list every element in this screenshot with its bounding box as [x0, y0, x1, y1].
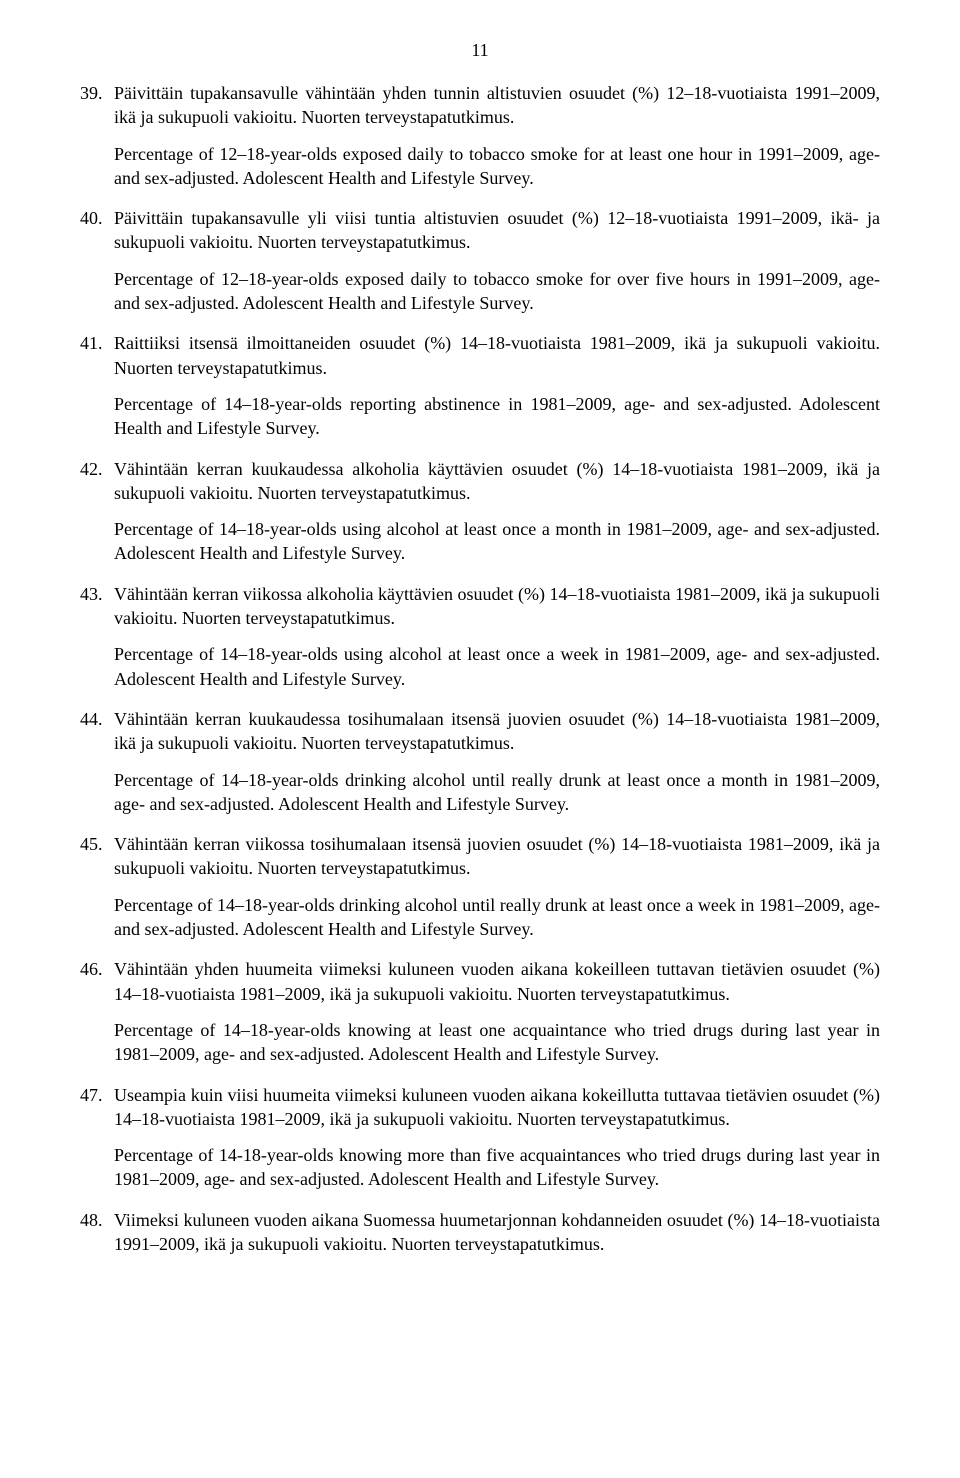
item-text-en: Percentage of 12–18-year-olds exposed da…	[114, 142, 880, 191]
item-number: 40.	[80, 206, 110, 230]
list-item: 39. Päivittäin tupakansavulle vähintään …	[80, 81, 880, 190]
item-body: Raittiiksi itsensä ilmoittaneiden osuude…	[114, 331, 880, 440]
item-text-en: Percentage of 14–18-year-olds reporting …	[114, 392, 880, 441]
item-number: 44.	[80, 707, 110, 731]
item-text-en: Percentage of 14–18-year-olds using alco…	[114, 642, 880, 691]
item-body: Päivittäin tupakansavulle yli viisi tunt…	[114, 206, 880, 315]
list-item: 45. Vähintään kerran viikossa tosihumala…	[80, 832, 880, 941]
document-page: 11 39. Päivittäin tupakansavulle vähintä…	[0, 0, 960, 1312]
list-item: 42. Vähintään kerran kuukaudessa alkohol…	[80, 457, 880, 566]
list-item: 41. Raittiiksi itsensä ilmoittaneiden os…	[80, 331, 880, 440]
item-body: Vähintään kerran kuukaudessa tosihumalaa…	[114, 707, 880, 816]
item-body: Vähintään yhden huumeita viimeksi kulune…	[114, 957, 880, 1066]
page-number: 11	[80, 40, 880, 61]
item-text-fi: Vähintään kerran kuukaudessa alkoholia k…	[114, 457, 880, 506]
item-text-fi: Päivittäin tupakansavulle vähintään yhde…	[114, 81, 880, 130]
item-number: 48.	[80, 1208, 110, 1232]
item-text-fi: Vähintään kerran kuukaudessa tosihumalaa…	[114, 707, 880, 756]
item-body: Vähintään kerran kuukaudessa alkoholia k…	[114, 457, 880, 566]
item-text-en: Percentage of 14–18-year-olds using alco…	[114, 517, 880, 566]
list-item: 40. Päivittäin tupakansavulle yli viisi …	[80, 206, 880, 315]
item-text-en: Percentage of 14-18-year-olds knowing mo…	[114, 1143, 880, 1192]
item-text-en: Percentage of 12–18-year-olds exposed da…	[114, 267, 880, 316]
item-number: 46.	[80, 957, 110, 981]
item-number: 41.	[80, 331, 110, 355]
item-body: Viimeksi kuluneen vuoden aikana Suomessa…	[114, 1208, 880, 1257]
list-item: 46. Vähintään yhden huumeita viimeksi ku…	[80, 957, 880, 1066]
item-text-fi: Päivittäin tupakansavulle yli viisi tunt…	[114, 206, 880, 255]
item-number: 43.	[80, 582, 110, 606]
item-body: Vähintään kerran viikossa alkoholia käyt…	[114, 582, 880, 691]
item-text-fi: Useampia kuin viisi huumeita viimeksi ku…	[114, 1083, 880, 1132]
item-number: 42.	[80, 457, 110, 481]
item-body: Päivittäin tupakansavulle vähintään yhde…	[114, 81, 880, 190]
list-item: 48. Viimeksi kuluneen vuoden aikana Suom…	[80, 1208, 880, 1257]
item-text-fi: Vähintään kerran viikossa alkoholia käyt…	[114, 582, 880, 631]
item-text-en: Percentage of 14–18-year-olds drinking a…	[114, 893, 880, 942]
list-item: 43. Vähintään kerran viikossa alkoholia …	[80, 582, 880, 691]
item-body: Useampia kuin viisi huumeita viimeksi ku…	[114, 1083, 880, 1192]
item-text-fi: Raittiiksi itsensä ilmoittaneiden osuude…	[114, 331, 880, 380]
item-number: 39.	[80, 81, 110, 105]
item-number: 45.	[80, 832, 110, 856]
list-item: 47. Useampia kuin viisi huumeita viimeks…	[80, 1083, 880, 1192]
item-text-en: Percentage of 14–18-year-olds drinking a…	[114, 768, 880, 817]
item-text-fi: Viimeksi kuluneen vuoden aikana Suomessa…	[114, 1208, 880, 1257]
item-body: Vähintään kerran viikossa tosihumalaan i…	[114, 832, 880, 941]
item-text-fi: Vähintään yhden huumeita viimeksi kulune…	[114, 957, 880, 1006]
item-text-fi: Vähintään kerran viikossa tosihumalaan i…	[114, 832, 880, 881]
item-text-en: Percentage of 14–18-year-olds knowing at…	[114, 1018, 880, 1067]
list-item: 44. Vähintään kerran kuukaudessa tosihum…	[80, 707, 880, 816]
item-number: 47.	[80, 1083, 110, 1107]
